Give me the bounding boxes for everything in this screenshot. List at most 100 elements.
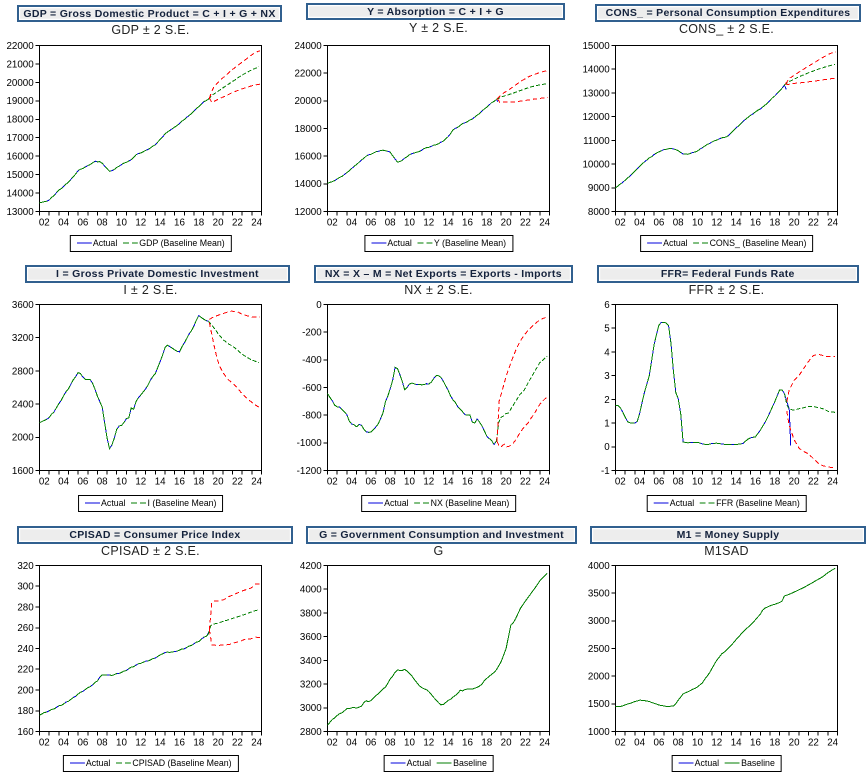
svg-text:08: 08 xyxy=(97,477,108,488)
svg-text:20: 20 xyxy=(213,738,224,749)
svg-text:12: 12 xyxy=(135,477,146,488)
svg-text:20: 20 xyxy=(213,218,224,229)
svg-text:12: 12 xyxy=(423,738,434,749)
svg-text:10: 10 xyxy=(692,477,703,488)
svg-text:15000: 15000 xyxy=(6,170,34,181)
svg-text:12: 12 xyxy=(711,218,722,229)
svg-text:14000: 14000 xyxy=(6,189,34,200)
svg-text:24: 24 xyxy=(539,738,550,749)
svg-text:22: 22 xyxy=(520,218,531,229)
svg-text:2: 2 xyxy=(604,395,609,406)
svg-text:22: 22 xyxy=(808,738,819,749)
svg-text:1000: 1000 xyxy=(588,727,610,738)
svg-text:240: 240 xyxy=(17,644,34,655)
svg-text:14000: 14000 xyxy=(582,65,610,76)
svg-text:22: 22 xyxy=(232,218,243,229)
svg-text:10000: 10000 xyxy=(582,160,610,171)
svg-text:04: 04 xyxy=(346,218,357,229)
svg-text:1500: 1500 xyxy=(588,699,610,710)
svg-text:16: 16 xyxy=(750,218,761,229)
svg-text:10: 10 xyxy=(692,218,703,229)
svg-text:22: 22 xyxy=(808,218,819,229)
svg-text:22000: 22000 xyxy=(6,41,34,52)
svg-text:17000: 17000 xyxy=(6,133,34,144)
svg-text:14: 14 xyxy=(155,477,166,488)
svg-text:24000: 24000 xyxy=(294,41,322,52)
svg-text:20: 20 xyxy=(789,738,800,749)
svg-text:160: 160 xyxy=(17,727,34,738)
svg-text:12: 12 xyxy=(423,477,434,488)
svg-text:20: 20 xyxy=(789,218,800,229)
svg-text:-200: -200 xyxy=(302,328,322,339)
svg-text:16000: 16000 xyxy=(294,152,322,163)
svg-text:08: 08 xyxy=(97,738,108,749)
svg-text:14: 14 xyxy=(731,218,742,229)
svg-text:08: 08 xyxy=(97,218,108,229)
svg-text:220: 220 xyxy=(17,665,34,676)
svg-text:24: 24 xyxy=(251,738,262,749)
svg-text:16: 16 xyxy=(750,477,761,488)
svg-text:3200: 3200 xyxy=(12,333,34,344)
svg-text:260: 260 xyxy=(17,623,34,634)
svg-text:300: 300 xyxy=(17,582,34,593)
svg-text:14: 14 xyxy=(731,738,742,749)
svg-text:22: 22 xyxy=(232,477,243,488)
svg-text:04: 04 xyxy=(634,218,645,229)
svg-text:08: 08 xyxy=(673,738,684,749)
svg-text:1600: 1600 xyxy=(12,466,34,477)
svg-text:02: 02 xyxy=(327,218,338,229)
svg-text:16: 16 xyxy=(750,738,761,749)
svg-text:2000: 2000 xyxy=(12,433,34,444)
svg-text:-1000: -1000 xyxy=(297,438,323,449)
svg-text:2800: 2800 xyxy=(12,366,34,377)
svg-text:12: 12 xyxy=(711,738,722,749)
svg-text:16000: 16000 xyxy=(6,152,34,163)
svg-text:10: 10 xyxy=(404,738,415,749)
svg-text:20000: 20000 xyxy=(294,96,322,107)
svg-text:18: 18 xyxy=(193,477,204,488)
svg-text:14000: 14000 xyxy=(294,179,322,190)
svg-text:21000: 21000 xyxy=(6,59,34,70)
svg-text:04: 04 xyxy=(346,477,357,488)
svg-text:12000: 12000 xyxy=(294,207,322,218)
svg-text:08: 08 xyxy=(385,477,396,488)
svg-text:14: 14 xyxy=(731,477,742,488)
svg-text:3600: 3600 xyxy=(300,632,322,643)
svg-text:06: 06 xyxy=(653,218,664,229)
svg-text:02: 02 xyxy=(615,738,626,749)
svg-text:3000: 3000 xyxy=(300,703,322,714)
svg-text:2500: 2500 xyxy=(588,644,610,655)
svg-text:20: 20 xyxy=(501,477,512,488)
svg-text:18: 18 xyxy=(193,218,204,229)
svg-text:-800: -800 xyxy=(302,411,322,422)
svg-text:6: 6 xyxy=(604,300,610,311)
svg-text:16: 16 xyxy=(462,218,473,229)
svg-text:18: 18 xyxy=(481,218,492,229)
svg-text:8000: 8000 xyxy=(588,207,610,218)
svg-text:4000: 4000 xyxy=(300,585,322,596)
svg-text:18000: 18000 xyxy=(6,115,34,126)
svg-text:02: 02 xyxy=(39,218,50,229)
svg-text:14: 14 xyxy=(443,738,454,749)
svg-text:18: 18 xyxy=(769,738,780,749)
svg-text:20000: 20000 xyxy=(6,78,34,89)
svg-text:20: 20 xyxy=(501,218,512,229)
svg-text:06: 06 xyxy=(365,477,376,488)
svg-text:200: 200 xyxy=(17,685,34,696)
svg-text:280: 280 xyxy=(17,602,34,613)
svg-text:04: 04 xyxy=(634,477,645,488)
svg-text:16: 16 xyxy=(462,738,473,749)
svg-text:18: 18 xyxy=(769,477,780,488)
svg-text:12: 12 xyxy=(135,738,146,749)
svg-text:320: 320 xyxy=(17,561,34,572)
svg-text:3200: 3200 xyxy=(300,680,322,691)
svg-text:3400: 3400 xyxy=(300,656,322,667)
svg-text:16: 16 xyxy=(174,477,185,488)
svg-text:22: 22 xyxy=(232,738,243,749)
svg-text:04: 04 xyxy=(58,738,69,749)
svg-text:5: 5 xyxy=(604,324,610,335)
svg-text:06: 06 xyxy=(77,738,88,749)
svg-text:08: 08 xyxy=(673,218,684,229)
svg-text:06: 06 xyxy=(653,477,664,488)
svg-text:-400: -400 xyxy=(302,355,322,366)
